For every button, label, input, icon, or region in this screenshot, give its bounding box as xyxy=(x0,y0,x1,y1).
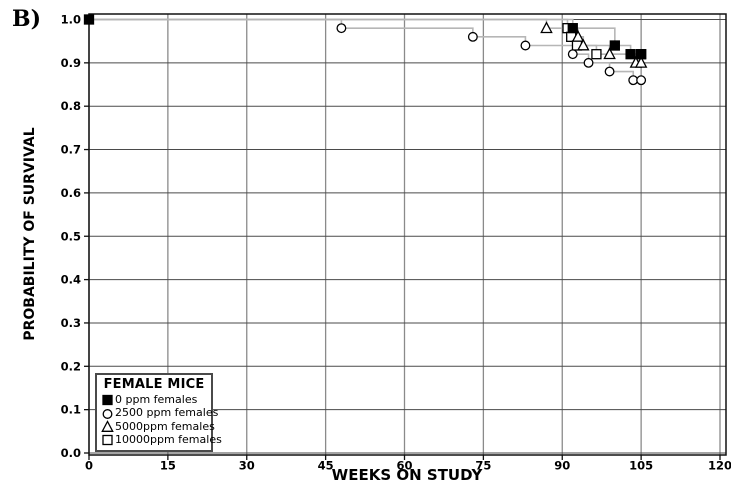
y-tick-label: 0.2 xyxy=(61,359,81,373)
marker-open-circle xyxy=(102,408,113,419)
legend-entry-label: 2500 ppm females xyxy=(115,406,219,420)
y-tick-label: 0.7 xyxy=(61,143,81,157)
marker-filled-square xyxy=(625,49,636,60)
step-line-0-ppm-females xyxy=(89,18,642,55)
x-tick-label: 45 xyxy=(318,459,334,473)
marker-open-circle xyxy=(520,40,531,51)
marker-open-triangle xyxy=(577,38,590,51)
y-tick-label: 1.0 xyxy=(61,13,81,27)
marker-open-circle xyxy=(467,31,478,42)
open-triangle-icon xyxy=(101,420,114,432)
x-axis-label: WEEKS ON STUDY xyxy=(331,466,483,484)
marker-open-square xyxy=(591,49,602,60)
x-tick-label: 15 xyxy=(160,459,176,473)
legend-entries: 0 ppm females 2500 ppm females 5000ppm fem… xyxy=(101,393,222,447)
legend-entry-label: 5000ppm females xyxy=(115,419,215,433)
legend-entry-5000ppm-females: 5000ppm females xyxy=(101,420,215,433)
y-tick-label: 0.4 xyxy=(61,273,81,287)
marker-open-triangle xyxy=(540,21,553,34)
legend-box: FEMALE MICE 0 ppm females 2500 ppm female… xyxy=(95,373,222,452)
x-tick-label: 75 xyxy=(475,459,491,473)
x-tick-label: 120 xyxy=(708,459,731,473)
marker-open-triangle xyxy=(101,420,114,432)
open-circle-icon xyxy=(102,408,113,419)
legend-entry-label: 10000ppm females xyxy=(115,433,222,447)
marker-open-triangle xyxy=(571,29,585,42)
marker-filled-square xyxy=(102,395,113,406)
y-tick-label: 0.8 xyxy=(61,99,81,113)
open-square-icon xyxy=(102,435,113,446)
plot-frame xyxy=(88,13,727,456)
step-line-5000ppm-females xyxy=(89,18,642,64)
marker-open-circle xyxy=(604,66,615,77)
x-tick-label: 0 xyxy=(85,459,93,473)
marker-open-circle xyxy=(583,57,594,68)
marker-open-square xyxy=(102,435,113,446)
legend-entry-10000ppm-females: 10000ppm females xyxy=(101,433,222,446)
x-tick-label: 90 xyxy=(554,459,570,473)
x-tick-label: 60 xyxy=(396,459,412,473)
y-tick-label: 0.3 xyxy=(61,316,81,330)
marker-open-circle xyxy=(567,49,578,60)
filled-square-icon xyxy=(102,395,113,406)
x-tick-label: 105 xyxy=(629,459,653,473)
marker-open-circle xyxy=(636,75,647,86)
marker-filled-square xyxy=(83,14,95,25)
marker-open-circle xyxy=(336,23,347,34)
legend-entry-0-ppm-females: 0 ppm females xyxy=(101,393,207,406)
legend-entry-2500-ppm-females: 2500 ppm females xyxy=(101,406,218,419)
step-line-10000ppm-females xyxy=(89,18,642,55)
y-tick-label: 0.0 xyxy=(61,446,81,460)
x-tick-label: 30 xyxy=(239,459,255,473)
y-axis-label: PROBABILITY OF SURVIVAL xyxy=(22,127,38,341)
panel-label: B) xyxy=(12,6,42,32)
marker-filled-square xyxy=(635,49,647,60)
marker-filled-square xyxy=(567,23,578,34)
y-tick-label: 0.1 xyxy=(61,403,81,417)
legend-title: FEMALE MICE xyxy=(103,377,205,392)
marker-filled-square xyxy=(609,40,620,51)
legend-entry-label: 0 ppm females xyxy=(115,393,198,406)
y-tick-label: 0.9 xyxy=(61,56,81,70)
marker-open-triangle xyxy=(634,55,648,68)
marker-open-triangle xyxy=(603,47,616,60)
y-tick-label: 0.6 xyxy=(61,186,81,200)
y-tick-label: 0.5 xyxy=(61,229,81,243)
